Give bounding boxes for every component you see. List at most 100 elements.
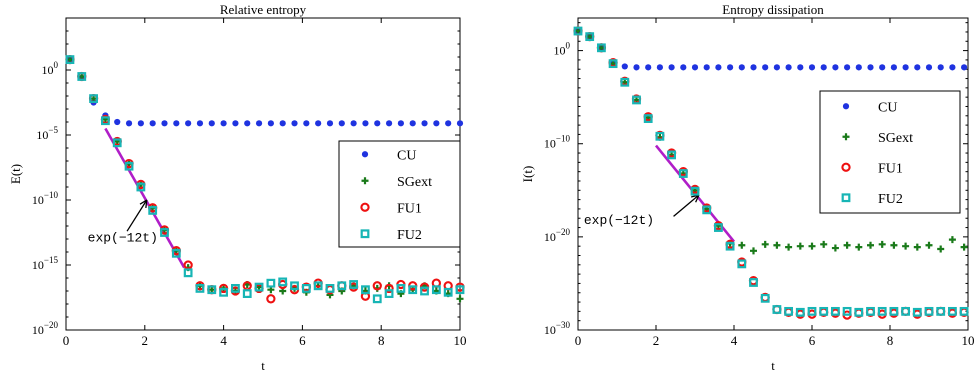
- chart1-fu2-point: [455, 285, 465, 295]
- chart2-y-tick-label: 10−10: [544, 134, 571, 151]
- chart2-x-tick-label: 2: [653, 333, 660, 348]
- chart1-cu-point: [433, 120, 440, 127]
- chart1-fu2-point: [266, 278, 276, 288]
- chart2-fu2-point: [632, 95, 641, 105]
- chart1-cu-point: [338, 120, 345, 127]
- chart2-cu-point: [773, 64, 781, 71]
- chart2-annotation-label: exp(−12t): [584, 213, 654, 228]
- chart1-cu-point: [196, 120, 204, 127]
- chart2-cu-point: [715, 64, 722, 71]
- chart2-cu-point: [844, 64, 851, 71]
- chart1-cu-point: [456, 120, 464, 127]
- chart1-legend-label-fu1: FU1: [397, 201, 422, 216]
- chart2-legend-label-fu2: FU2: [878, 192, 903, 207]
- chart2-legend-label-sgext: SGext: [878, 131, 913, 146]
- chart1-cu-point: [208, 120, 215, 127]
- chart2-cu-point: [738, 64, 745, 71]
- chart1-fu2-point: [372, 294, 382, 304]
- chart1-cu-point: [161, 120, 168, 127]
- chart1-y-tick-exp: −10: [44, 190, 59, 200]
- chart2-series-fu2: [573, 26, 969, 317]
- chart1-cu-point: [315, 120, 322, 127]
- chart1-cu-point: [326, 120, 334, 127]
- chart2-sgext-point: [796, 242, 804, 250]
- chart1-fu2-point: [361, 285, 370, 295]
- chart1-cu-point: [385, 120, 393, 127]
- chart2-cu-point: [750, 64, 757, 71]
- chart1-cu-point: [362, 120, 369, 127]
- chart1-fu2-point: [349, 280, 359, 289]
- chart2-y-tick-base: 10: [544, 230, 556, 244]
- chart1-fu2-point: [219, 287, 229, 297]
- chart1-fu2-point: [420, 286, 429, 296]
- chart1-annotation-label: exp(−12t): [88, 231, 158, 246]
- chart1-y-tick-base: 10: [32, 323, 44, 337]
- chart2-fu2-point: [690, 186, 700, 196]
- chart1-y-tick-exp: −5: [48, 125, 58, 135]
- chart1-cu-point: [397, 120, 404, 127]
- chart1-fu1-point: [372, 281, 382, 291]
- chart2-sgext-point: [913, 243, 921, 251]
- chart2-legend-marker-cu: [842, 103, 850, 110]
- chart2-sgext-point: [925, 241, 933, 249]
- chart1-series-fu2: [65, 55, 465, 304]
- chart2-series-cu: [574, 27, 968, 71]
- chart1-annotation-arrow: [126, 199, 148, 232]
- chart1-fu2-point: [408, 285, 418, 295]
- chart2-legend-marker-fu1: [841, 162, 851, 172]
- chart2-cu-point: [820, 64, 827, 71]
- chart2-sgext-point: [773, 241, 781, 249]
- chart2-cu-point: [645, 64, 652, 71]
- chart2-legend-label-cu: CU: [878, 100, 897, 115]
- chart2-fu2-point: [596, 43, 606, 53]
- chart2-cu-point: [832, 64, 839, 71]
- chart2-cu-point: [703, 64, 710, 71]
- chart2-title: Entropy dissipation: [722, 2, 824, 17]
- chart2-cu-point: [902, 64, 909, 71]
- chart1-legend-marker-fu2: [360, 229, 370, 239]
- chart2-x-tick-label: 6: [809, 333, 816, 348]
- chart2-x-tick-label: 10: [962, 333, 974, 348]
- chart1-cu-point: [255, 120, 263, 127]
- chart2-y-tick-base: 10: [554, 44, 566, 58]
- chart1-cu-point: [244, 120, 251, 127]
- chart1-x-tick-label: 2: [142, 333, 149, 348]
- chart1-y-tick-label: 10−10: [32, 190, 59, 207]
- chart2-fu2-point: [784, 306, 793, 316]
- chart2-y-axis-label: I(t): [520, 166, 535, 183]
- chart1-fu2-point: [195, 284, 205, 293]
- chart2-y-tick-label: 10−20: [544, 227, 571, 244]
- chart1-cu-point: [173, 120, 180, 127]
- chart2-fu2-point: [889, 306, 899, 316]
- chart2-fu2-point: [842, 306, 852, 316]
- chart1-legend-label-fu2: FU2: [397, 228, 422, 243]
- chart2-cu-point: [621, 63, 628, 70]
- chart1-cu-point: [137, 120, 144, 127]
- chart2-sgext-point: [738, 241, 746, 249]
- chart2-fu2-point: [936, 306, 946, 316]
- chart2-cu-point: [727, 64, 734, 71]
- chart1-y-tick-base: 10: [42, 63, 54, 77]
- chart2-fu2-point: [573, 26, 583, 36]
- chart2-sgext-point: [948, 236, 956, 244]
- chart1-cu-point: [303, 120, 310, 127]
- chart1-y-tick-base: 10: [36, 128, 48, 142]
- chart1-y-axis-label: E(t): [8, 164, 23, 184]
- chart1-legend-marker-fu1: [360, 202, 370, 212]
- chart2-annotation-arrow: [673, 194, 700, 217]
- chart1-cu-point: [125, 120, 133, 127]
- chart2-fu2-point: [667, 150, 676, 160]
- chart1-fu2-point: [443, 287, 453, 297]
- chart2-sgext-point: [761, 240, 769, 248]
- chart1-y-tick-label: 10−15: [32, 255, 59, 272]
- chart2-legend-label-fu1: FU1: [878, 161, 903, 176]
- chart1-fu2-point: [207, 285, 217, 295]
- chart1-legend-label-sgext: SGext: [397, 175, 432, 190]
- chart2-fu2-point: [807, 306, 817, 316]
- chart1-cu-point: [409, 120, 416, 127]
- chart2-sgext-point: [890, 241, 898, 249]
- chart1-x-axis-label: t: [261, 358, 265, 373]
- chart2-sgext-point: [902, 242, 910, 250]
- chart1-fu2-point: [231, 284, 240, 293]
